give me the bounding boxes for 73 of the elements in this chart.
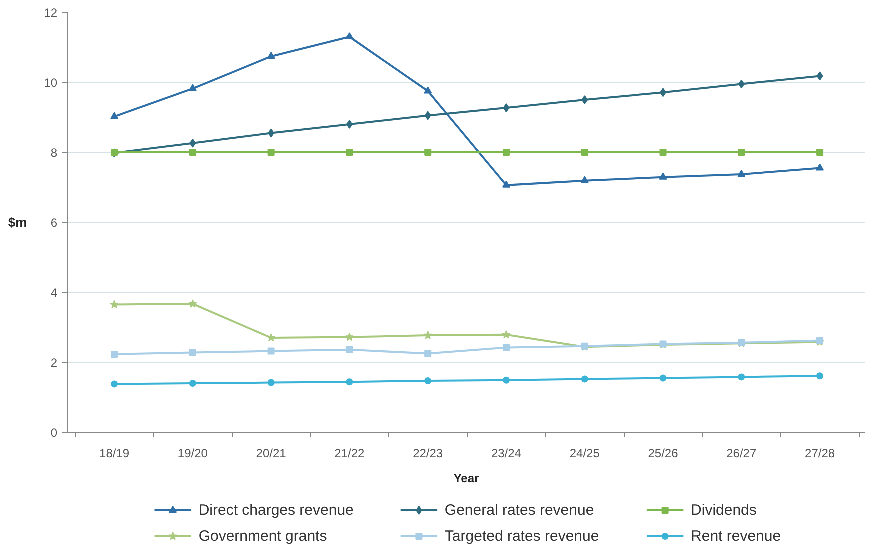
x-tick-label: 22/23 bbox=[413, 446, 444, 460]
point bbox=[424, 378, 432, 385]
x-tick-label: 21/22 bbox=[334, 446, 366, 460]
point bbox=[424, 111, 432, 120]
point bbox=[189, 149, 196, 156]
point bbox=[346, 346, 354, 354]
point bbox=[502, 330, 511, 339]
x-axis-title: Year bbox=[454, 472, 480, 486]
legend-label: General rates revenue bbox=[444, 502, 594, 519]
y-tick-label: 2 bbox=[50, 356, 58, 370]
point bbox=[738, 149, 746, 156]
point bbox=[502, 344, 510, 352]
y-tick-label: 12 bbox=[44, 6, 58, 20]
point bbox=[816, 164, 824, 171]
legend-label: Direct charges revenue bbox=[198, 502, 354, 519]
point bbox=[816, 372, 824, 380]
point bbox=[502, 376, 510, 384]
point bbox=[582, 96, 588, 104]
point bbox=[581, 149, 588, 156]
point bbox=[346, 149, 354, 156]
point bbox=[660, 374, 667, 382]
point bbox=[346, 120, 353, 129]
point bbox=[502, 149, 510, 156]
point bbox=[424, 350, 432, 358]
point bbox=[111, 380, 118, 388]
legend-label: Targeted rates revenue bbox=[444, 528, 600, 545]
point bbox=[189, 349, 196, 356]
point bbox=[816, 149, 824, 156]
point bbox=[188, 84, 197, 92]
point bbox=[424, 331, 432, 340]
point bbox=[502, 180, 510, 188]
x-tick-label: 24/25 bbox=[570, 446, 600, 460]
point bbox=[267, 334, 276, 342]
x-tick-label: 25/26 bbox=[648, 446, 679, 460]
point bbox=[580, 176, 589, 184]
point bbox=[267, 52, 276, 60]
point bbox=[188, 300, 198, 308]
point bbox=[268, 348, 275, 355]
legend-label: Rent revenue bbox=[691, 528, 782, 545]
point bbox=[738, 170, 746, 178]
point bbox=[189, 380, 196, 387]
legend-label: Dividends bbox=[691, 502, 757, 519]
x-tick-label: 23/24 bbox=[491, 446, 522, 460]
point bbox=[268, 149, 275, 156]
x-tick-label: 27/28 bbox=[805, 446, 836, 460]
point bbox=[110, 300, 119, 308]
x-tick-label: 26/27 bbox=[726, 446, 757, 460]
point bbox=[581, 376, 588, 383]
y-tick-label: 10 bbox=[44, 76, 58, 90]
x-tick-label: 19/20 bbox=[178, 446, 208, 460]
point bbox=[111, 350, 118, 358]
y-tick-label: 4 bbox=[50, 286, 58, 300]
point bbox=[660, 149, 667, 156]
y-axis-title: $m bbox=[8, 215, 28, 230]
point bbox=[503, 104, 510, 113]
y-tick-label: 8 bbox=[50, 146, 58, 160]
point bbox=[659, 172, 668, 180]
x-tick-label: 18/19 bbox=[100, 446, 130, 460]
point bbox=[424, 86, 432, 94]
point bbox=[110, 112, 119, 120]
point bbox=[738, 374, 746, 381]
point bbox=[345, 332, 354, 342]
point bbox=[346, 378, 354, 386]
point bbox=[346, 32, 354, 40]
point bbox=[424, 149, 432, 156]
legend-label: Government grants bbox=[198, 528, 328, 545]
point bbox=[268, 379, 275, 386]
point bbox=[816, 72, 824, 81]
x-tick-label: 20/21 bbox=[256, 446, 287, 460]
y-tick-label: 6 bbox=[50, 216, 58, 230]
point bbox=[738, 80, 745, 89]
y-tick-label: 0 bbox=[50, 426, 58, 440]
point bbox=[190, 138, 196, 148]
